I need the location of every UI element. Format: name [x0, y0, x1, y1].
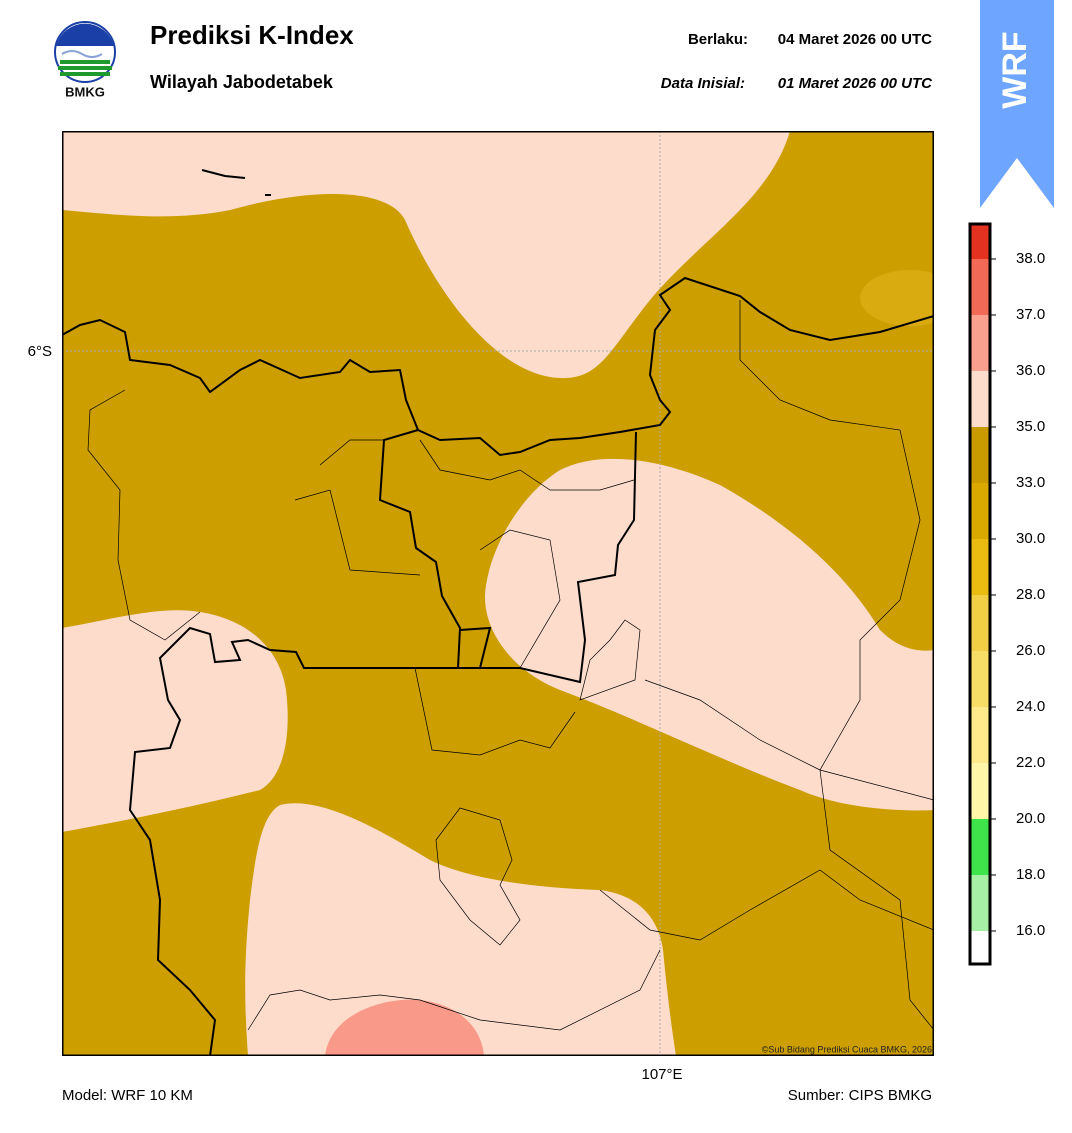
init-label: Data Inisial: — [661, 75, 745, 92]
colorbar-tick-label: 24.0 — [1016, 698, 1045, 715]
colorbar-tick-label: 16.0 — [1016, 922, 1045, 939]
colorbar-tick-label: 38.0 — [1016, 250, 1045, 267]
colorbar-segment — [970, 595, 990, 651]
colorbar-segment — [970, 259, 990, 315]
colorbar-segment — [970, 224, 990, 259]
colorbar-tick-label: 35.0 — [1016, 418, 1045, 435]
colorbar-tick-label: 33.0 — [1016, 474, 1045, 491]
colorbar-segment — [970, 483, 990, 539]
colorbar-tick-label: 30.0 — [1016, 530, 1045, 547]
colorbar-segment — [970, 707, 990, 763]
valid-time: 04 Maret 2026 00 UTC — [778, 31, 932, 48]
logo-text: BMKG — [65, 84, 105, 99]
colorbar-segment — [970, 539, 990, 595]
colorbar-tick-label: 20.0 — [1016, 810, 1045, 827]
colorbar-tick-label: 37.0 — [1016, 306, 1045, 323]
copyright: ©Sub Bidang Prediksi Cuaca BMKG, 2026 — [762, 1044, 932, 1054]
logo: BMKG — [54, 21, 116, 99]
colorbar-segment — [970, 427, 990, 483]
colorbar-segment — [970, 931, 990, 964]
badge: WRF — [980, 0, 1054, 208]
lat-label: 6°S — [28, 343, 52, 360]
colorbar-segment — [970, 651, 990, 707]
map — [62, 131, 934, 1056]
footer-source: Sumber: CIPS BMKG — [788, 1087, 932, 1104]
colorbar-frame — [968, 222, 992, 966]
colorbar-segment — [970, 371, 990, 427]
colorbar-segment — [970, 875, 990, 931]
lon-label: 107°E — [641, 1066, 682, 1083]
colorbar-tick-label: 26.0 — [1016, 642, 1045, 659]
badge-text: WRF — [996, 31, 1034, 108]
colorbar-tick-label: 28.0 — [1016, 586, 1045, 603]
init-time: 01 Maret 2026 00 UTC — [778, 75, 933, 92]
colorbar-segment — [970, 819, 990, 875]
title: Prediksi K-Index — [150, 20, 354, 50]
colorbar-tick-label: 36.0 — [1016, 362, 1045, 379]
colorbar-tick-label: 22.0 — [1016, 754, 1045, 771]
valid-label: Berlaku: — [688, 31, 748, 48]
colorbar-tick-label: 18.0 — [1016, 866, 1045, 883]
colorbar-segment — [970, 315, 990, 371]
subtitle: Wilayah Jabodetabek — [150, 72, 334, 92]
colorbar-segment — [970, 763, 990, 819]
footer-model: Model: WRF 10 KM — [62, 1087, 193, 1104]
colorbar: 16.0 18.0 20.0 22.0 24.0 26.0 28.0 30.0 33.0 35.0… — [968, 222, 1045, 966]
